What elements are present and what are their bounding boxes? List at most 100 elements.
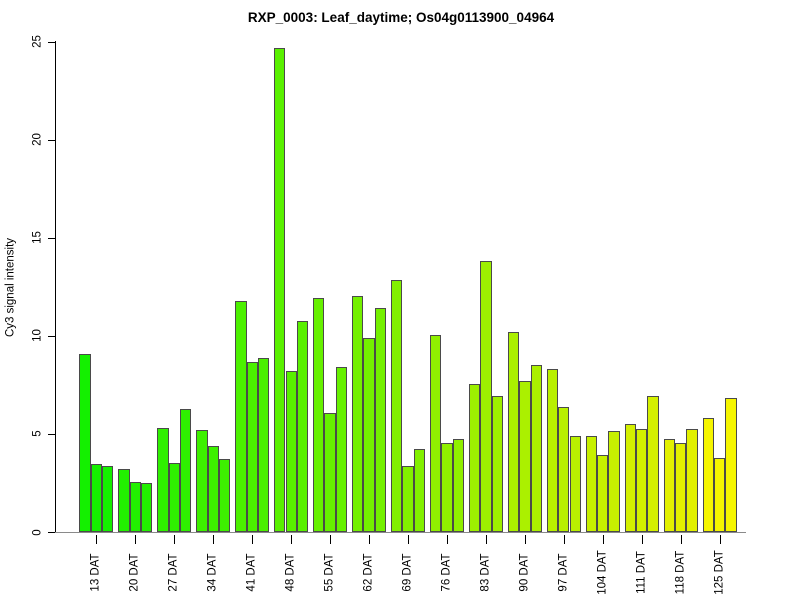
bar-55-dat-rep2 — [324, 413, 336, 532]
x-axis-tick-label: 125 DAT — [713, 550, 726, 595]
bar-41-dat-rep2 — [246, 362, 258, 532]
x-axis-tick — [680, 535, 682, 544]
bar-20-dat-rep2 — [129, 481, 142, 532]
x-axis-tick-label: 20 DAT — [128, 553, 141, 592]
y-axis-tick — [48, 41, 55, 43]
bar-69-dat-rep3 — [413, 448, 426, 532]
x-axis-tick — [135, 535, 137, 544]
bar-111-dat-rep2 — [636, 429, 648, 532]
bar-118-dat-rep2 — [675, 442, 687, 532]
x-axis-tick — [291, 535, 293, 544]
x-axis-tick — [174, 535, 176, 544]
y-axis-tick-label: 0 — [31, 528, 44, 536]
bar-27-dat-rep3 — [180, 409, 192, 532]
bar-27-dat-rep1 — [157, 428, 169, 532]
x-axis-tick-label: 90 DAT — [518, 553, 531, 592]
bar-48-dat-rep2 — [285, 371, 297, 532]
bar-62-dat-rep2 — [363, 337, 375, 532]
x-axis-tick — [446, 535, 448, 544]
bar-111-dat-rep3 — [647, 395, 659, 532]
bar-125-dat-rep3 — [725, 397, 737, 532]
x-axis-baseline — [55, 532, 746, 533]
x-axis-tick-label: 69 DAT — [401, 553, 414, 592]
bar-34-dat-rep3 — [218, 459, 231, 532]
bar-34-dat-rep2 — [207, 445, 219, 532]
bar-83-dat-rep3 — [491, 395, 503, 532]
x-axis-tick-label: 97 DAT — [557, 553, 570, 592]
y-axis-title: Cy3 signal intensity — [4, 237, 17, 338]
bar-62-dat-rep3 — [374, 308, 387, 532]
bar-76-dat-rep2 — [441, 442, 453, 532]
x-axis-tick — [563, 535, 565, 544]
y-axis-tick — [48, 139, 55, 141]
bar-48-dat-rep3 — [296, 321, 309, 532]
bar-76-dat-rep3 — [452, 438, 464, 532]
y-axis-tick — [48, 335, 55, 337]
x-axis-tick-label: 41 DAT — [245, 553, 258, 592]
y-axis-tick-label: 5 — [31, 430, 44, 438]
bar-125-dat-rep1 — [702, 418, 714, 532]
bar-90-dat-rep2 — [519, 381, 531, 532]
x-axis-tick-label: 76 DAT — [440, 553, 453, 592]
x-axis-tick — [719, 535, 721, 544]
x-axis-tick-label: 104 DAT — [596, 550, 609, 595]
bar-34-dat-rep1 — [196, 430, 208, 532]
x-axis-tick — [330, 535, 332, 544]
bar-83-dat-rep1 — [468, 383, 481, 532]
bar-104-dat-rep3 — [608, 431, 620, 532]
bar-97-dat-rep1 — [546, 369, 559, 532]
bar-97-dat-rep2 — [558, 407, 570, 532]
bar-97-dat-rep3 — [569, 435, 581, 532]
bar-90-dat-rep1 — [507, 331, 520, 532]
x-axis-tick-label: 118 DAT — [674, 550, 687, 595]
chart-title: RXP_0003: Leaf_daytime; Os04g0113900_049… — [247, 10, 555, 25]
bar-20-dat-rep1 — [118, 469, 130, 532]
y-axis-tick-label: 20 — [31, 133, 44, 147]
bar-83-dat-rep2 — [480, 261, 492, 532]
bar-20-dat-rep3 — [141, 482, 153, 532]
bar-104-dat-rep2 — [597, 454, 609, 532]
y-axis-tick-label: 10 — [31, 329, 44, 343]
x-axis-tick-label: 62 DAT — [362, 553, 375, 592]
x-axis-tick — [252, 535, 254, 544]
bar-125-dat-rep2 — [713, 458, 726, 532]
y-axis-tick — [48, 532, 55, 533]
bar-41-dat-rep3 — [257, 358, 270, 532]
bar-69-dat-rep2 — [402, 466, 414, 532]
x-axis-tick — [641, 535, 643, 544]
bar-55-dat-rep3 — [335, 367, 348, 532]
bar-27-dat-rep2 — [168, 463, 180, 532]
bar-104-dat-rep1 — [585, 435, 598, 532]
bar-118-dat-rep3 — [686, 429, 698, 532]
x-axis-tick — [213, 535, 215, 544]
x-axis-tick-label: 111 DAT — [635, 551, 648, 594]
x-axis-tick-label: 34 DAT — [206, 553, 219, 592]
y-axis-tick-label: 15 — [31, 231, 44, 245]
bar-13-dat-rep1 — [79, 353, 91, 532]
x-axis-tick-label: 48 DAT — [284, 553, 297, 592]
x-axis-tick — [96, 535, 98, 544]
x-axis-tick — [408, 535, 410, 544]
bar-62-dat-rep1 — [352, 295, 364, 532]
bar-69-dat-rep1 — [391, 280, 403, 532]
x-axis-tick-label: 27 DAT — [167, 553, 180, 592]
x-axis-tick-label: 55 DAT — [323, 553, 336, 592]
y-axis-tick-label: 25 — [31, 35, 44, 49]
x-axis-tick-label: 13 DAT — [89, 553, 102, 592]
x-axis-tick-label: 83 DAT — [479, 553, 492, 592]
x-axis-tick — [369, 535, 371, 544]
y-axis-tick — [48, 433, 55, 435]
y-axis-line — [55, 41, 56, 532]
bar-55-dat-rep1 — [313, 297, 325, 532]
y-axis-tick — [48, 237, 55, 239]
bar-118-dat-rep1 — [663, 438, 675, 532]
bar-13-dat-rep3 — [102, 466, 114, 532]
bar-41-dat-rep1 — [235, 300, 247, 532]
bar-48-dat-rep1 — [274, 47, 286, 532]
bar-13-dat-rep2 — [90, 464, 103, 532]
x-axis-tick — [485, 535, 487, 544]
bar-111-dat-rep1 — [624, 424, 637, 532]
x-axis-tick — [524, 535, 526, 544]
bar-90-dat-rep3 — [530, 365, 542, 532]
